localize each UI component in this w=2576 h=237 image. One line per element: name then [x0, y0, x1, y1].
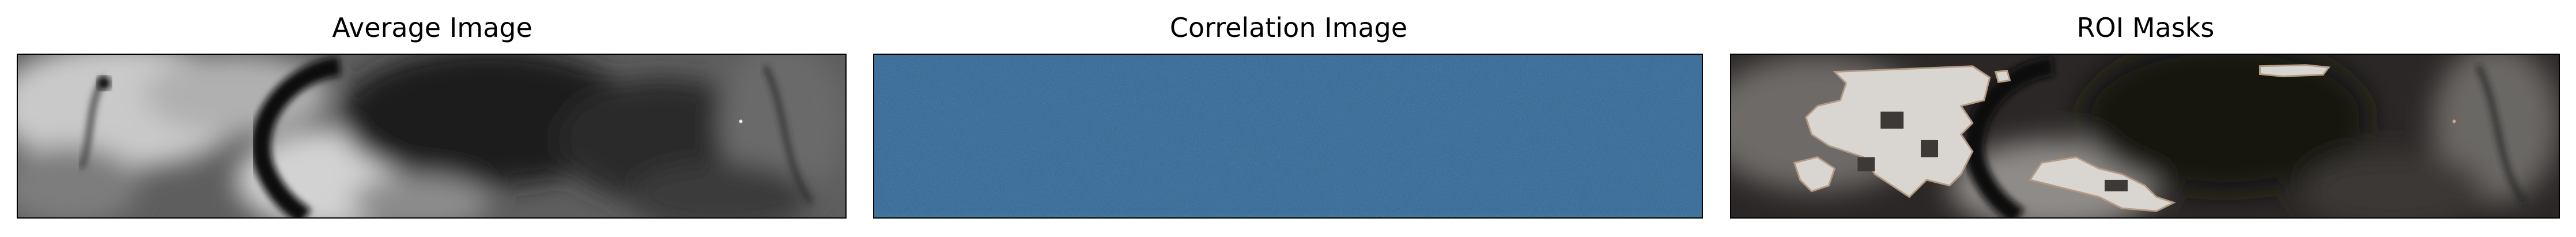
roi-masks-canvas [1731, 55, 2559, 217]
roi-masks-title: ROI Masks [1730, 10, 2561, 45]
average-image-canvas [18, 55, 845, 217]
correlation-image-title: Correlation Image [873, 10, 1704, 45]
roi-masks-image [1730, 54, 2560, 219]
correlation-image-canvas [874, 55, 1702, 217]
average-image [17, 54, 847, 219]
correlation-image [873, 54, 1703, 219]
average-image-title: Average Image [17, 10, 848, 45]
